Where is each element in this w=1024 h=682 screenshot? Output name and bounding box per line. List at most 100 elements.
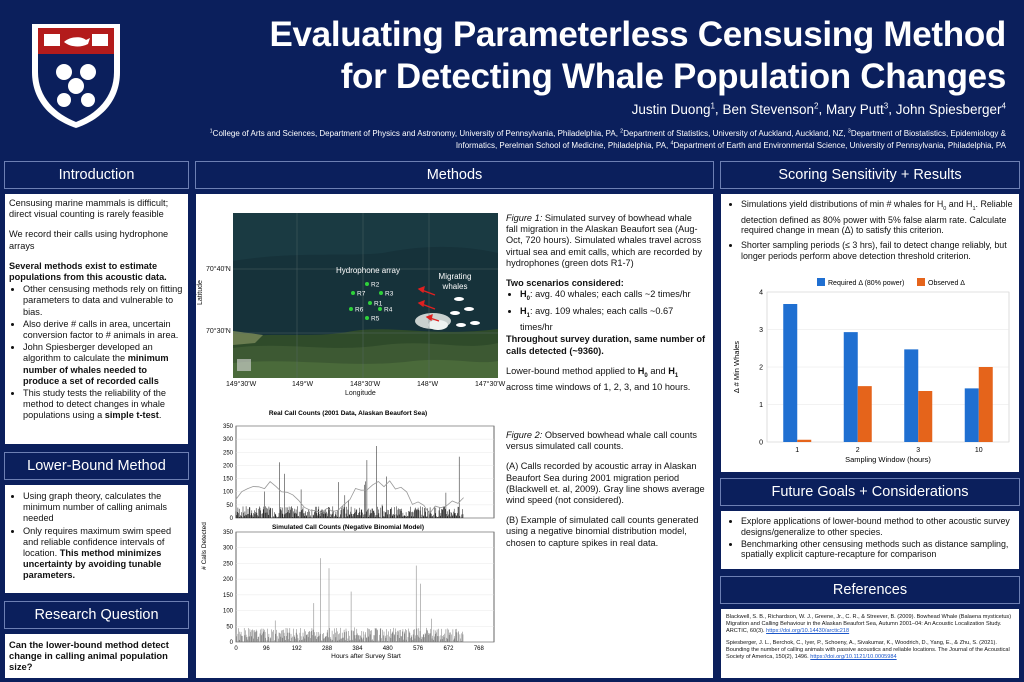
bar-y-tick: 1 [759, 402, 763, 409]
hydrophone-r3 [379, 291, 383, 295]
counts-x-tick: 192 [292, 646, 303, 652]
intro-paragraph-3: Several methods exist to estimate popula… [9, 260, 167, 283]
counts-plot-frame [235, 425, 495, 519]
whale-arrows [417, 285, 440, 322]
future-bullet-2: Benchmarking other censusing methods suc… [741, 539, 1013, 561]
bar-observed [797, 439, 812, 442]
bar-y-tick: 4 [759, 290, 763, 297]
counts-x-tick: 96 [263, 646, 270, 652]
figure-2-part-a: (A) Calls recorded by acoustic array in … [506, 461, 705, 506]
survey-map: Hydrophone array Migrating whales R1 R2 R3… [233, 213, 498, 378]
counts-y-tick: 250 [223, 561, 234, 567]
longitude-tick: 148°30'W [350, 381, 381, 388]
latitude-tick: 70°40'N [206, 266, 231, 273]
call-counts-figure: Real Call Counts (2001 Data, Alaskan Bea… [201, 410, 495, 660]
counts-y-tick: 150 [223, 477, 234, 483]
hydrophone-r1 [368, 301, 372, 305]
bar-observed [918, 391, 933, 442]
longitude-tick: 147°30'W [475, 381, 506, 388]
map-scale-box [237, 359, 251, 371]
map-graphic: Hydrophone array Migrating whales R1 R2 R3… [233, 213, 498, 378]
counts-x-tick: 0 [234, 646, 238, 652]
lower-bound-applied-text: Lower-bound method applied to H0 and H1 … [506, 365, 691, 392]
bar-y-tick: 0 [759, 440, 763, 447]
introduction-header: Introduction [4, 161, 189, 189]
counts-x-tick: 768 [474, 646, 485, 652]
wind-speed-line [235, 480, 464, 515]
bar-required [964, 388, 979, 442]
intro-paragraph-2: We record their calls using hydrophone a… [9, 229, 169, 251]
counts-y-tick: 150 [223, 593, 234, 599]
counts-panel-a: 0 50 100 150 200 250 300 350 [223, 424, 495, 522]
lower-bound-bullet-2: Only requires maximum swim speed and rel… [23, 526, 184, 582]
counts-x-tick: 480 [383, 646, 394, 652]
longitude-tick: 149°W [292, 381, 314, 388]
references-panel: Blackwell, S. B., Richardson, W. J., Gre… [720, 608, 1020, 679]
bar-ylabel: Δ # Min Whales [732, 341, 741, 393]
counts-x-tick: 384 [352, 646, 363, 652]
research-question-panel: Can the lower-bound method detect change… [4, 633, 189, 679]
bar-x-tick: 2 [856, 447, 860, 454]
bar-y-tick: 3 [759, 327, 763, 334]
bar-x-tick: 1 [795, 447, 799, 454]
bar-x-tick: 3 [916, 447, 920, 454]
reference-1-link[interactable]: https://doi.org/10.14430/arctic218 [766, 628, 850, 634]
bar-x-tick: 10 [975, 447, 983, 454]
intro-bullet-1: Other censusing methods rely on fitting … [23, 284, 184, 318]
same-calls-text: Throughout survey duration, same number … [506, 334, 706, 356]
bar-legend: Required Δ (80% power) Observed Δ [817, 278, 965, 287]
lower-bound-panel: Using graph theory, calculates the minim… [4, 484, 189, 594]
intro-bullet-4: This study tests the reliability of the … [23, 388, 184, 422]
bar-observed [978, 367, 993, 442]
migrating-label-2: whales [442, 282, 468, 291]
bar-required [783, 304, 798, 442]
affiliation: 2Department of Statistics, University of… [620, 128, 848, 138]
figure-2-caption: Figure 2: Observed bowhead whale call co… [506, 430, 698, 452]
counts-y-tick: 350 [223, 530, 234, 536]
hydrophone-label: R5 [371, 316, 380, 323]
intro-bullet-2: Also derive # calls in area, uncertain c… [23, 319, 184, 341]
research-question-header: Research Question [4, 601, 189, 629]
counts-y-tick: 350 [223, 424, 234, 430]
counts-y-tick: 50 [226, 503, 233, 509]
reference-1: Blackwell, S. B., Richardson, W. J., Gre… [726, 614, 1012, 634]
lower-bound-header: Lower-Bound Method [4, 452, 189, 480]
counts-series [235, 446, 464, 518]
counts-xlabel: Hours after Survey Start [331, 653, 401, 660]
counts-y-tick: 200 [223, 463, 234, 469]
latitude-tick: 70°30'N [206, 328, 231, 335]
affiliation: 3Department of Biostatistics, Epidemiolo… [455, 128, 1006, 151]
hydrophone-label: R3 [385, 291, 394, 298]
lower-bound-bullet-1: Using graph theory, calculates the minim… [23, 491, 184, 525]
whale-icons [450, 297, 480, 327]
hydrophone-array-label: Hydrophone array [336, 266, 400, 275]
author-name: Mary Putt3 [825, 101, 889, 117]
results-header: Scoring Sensitivity + Results [720, 161, 1020, 189]
hydrophone-markers: R1 R2 R3 R4 R5 R6 R7 [349, 282, 394, 323]
affiliations: 1College of Arts and Sciences, Departmen… [200, 126, 1006, 151]
research-question-text: Can the lower-bound method detect change… [9, 639, 169, 673]
author-name: Justin Duong1 [631, 101, 715, 117]
hydrophone-label: R7 [357, 291, 366, 298]
counts-y-tick: 300 [223, 546, 234, 552]
results-bar-chart: 0 1 2 3 4 1 2 3 10 Sampling Window (hours) Δ # Min… [732, 278, 1010, 464]
author-name: Ben Stevenson2 [722, 101, 819, 117]
longitude-tick: 149°30'W [226, 381, 257, 388]
methods-header: Methods [195, 161, 714, 189]
bar-xlabel: Sampling Window (hours) [845, 455, 931, 464]
methods-text-block-2: Figure 2: Observed bowhead whale call co… [506, 430, 706, 558]
counts-ylabel: # Calls Detected [201, 522, 208, 570]
hydrophone-label: R2 [371, 282, 380, 289]
counts-plot-frame [235, 531, 495, 643]
counts-x-tick: 288 [322, 646, 333, 652]
reference-2-link[interactable]: https://doi.org/10.1121/10.0005984 [810, 654, 897, 660]
affiliation: 4Department of Earth and Environmental S… [670, 140, 1006, 151]
scenario-h0: H0: avg. 40 whales; each calls ~2 times/… [520, 289, 706, 305]
scenario-h1: H1: avg. 109 whales; each calls ~0.67 ti… [520, 306, 706, 333]
scenarios-title: Two scenarios considered: [506, 278, 624, 289]
hydrophone-r7 [351, 291, 355, 295]
legend-swatch [817, 278, 825, 286]
counts-y-tick: 50 [226, 624, 233, 630]
counts-x-tick: 576 [413, 646, 424, 652]
affiliation: 1College of Arts and Sciences, Departmen… [209, 128, 621, 138]
